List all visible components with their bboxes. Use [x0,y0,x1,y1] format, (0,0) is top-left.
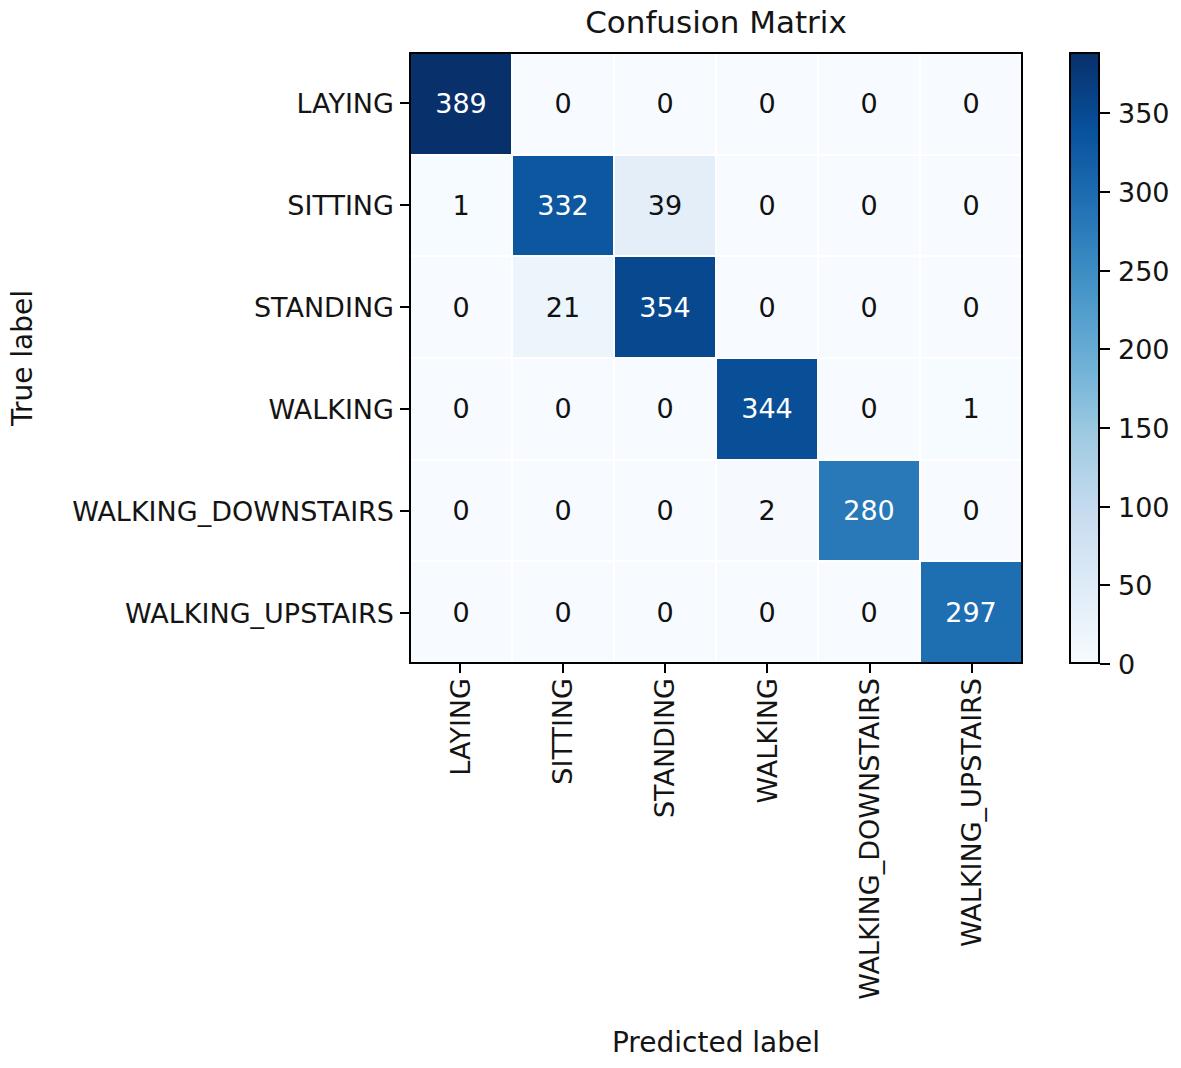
y-tick-label: SITTING [287,190,394,221]
colorbar-tick-mark [1100,584,1110,586]
colorbar-tick-mark [1100,506,1110,508]
chart-title: Confusion Matrix [409,2,1023,42]
matrix-cell: 39 [615,156,715,256]
matrix-cell: 0 [717,257,817,357]
matrix-cell: 0 [513,461,613,561]
x-tick-mark [766,664,768,673]
matrix-cell: 0 [513,359,613,459]
matrix-cell: 0 [411,257,511,357]
confusion-matrix-figure: Confusion Matrix True label 389000001332… [0,0,1181,1068]
colorbar-tick-mark [1100,348,1110,350]
matrix-cell: 1 [411,156,511,256]
x-tick-mark [562,664,564,673]
colorbar-gradient [1071,54,1098,662]
y-tick-label: WALKING [268,394,394,425]
colorbar-tick-label: 0 [1118,649,1135,680]
matrix-cell: 354 [615,257,715,357]
y-tick-label: WALKING_UPSTAIRS [125,598,394,629]
y-tick-label: STANDING [254,292,394,323]
matrix-cell: 389 [411,54,511,154]
matrix-cell: 0 [411,562,511,662]
matrix-cell: 297 [921,562,1021,662]
matrix-cell: 0 [921,54,1021,154]
colorbar-tick-mark [1100,191,1110,193]
colorbar-tick-mark [1100,663,1110,665]
colorbar-tick-mark [1100,270,1110,272]
y-tick-mark [400,204,409,206]
matrix-cell: 0 [819,257,919,357]
matrix-cell: 0 [717,54,817,154]
heatmap-grid: 3890000013323900002135400000034401000228… [409,52,1023,664]
colorbar-tick-label: 150 [1118,413,1170,444]
matrix-cell: 0 [411,461,511,561]
x-tick-label-text: SITTING [549,678,576,785]
matrix-cell: 332 [513,156,613,256]
y-tick-label: WALKING_DOWNSTAIRS [72,496,394,527]
matrix-cell: 0 [717,562,817,662]
y-tick-label: LAYING [296,88,394,119]
matrix-cell: 0 [513,54,613,154]
colorbar-tick-label: 200 [1118,334,1170,365]
colorbar-tick-label: 300 [1118,177,1170,208]
matrix-cell: 0 [819,54,919,154]
x-tick-label-text: WALKING_DOWNSTAIRS [856,678,883,1000]
matrix-cell: 1 [921,359,1021,459]
x-tick-label-text: WALKING [754,678,781,804]
x-axis-label: Predicted label [409,1026,1023,1059]
x-tick-mark [971,664,973,673]
y-tick-mark [400,408,409,410]
colorbar-tick-label: 350 [1118,98,1170,129]
colorbar-tick-mark [1100,427,1110,429]
colorbar [1069,52,1100,664]
x-tick-mark [869,664,871,673]
x-tick-label-text: WALKING_UPSTAIRS [958,678,985,947]
matrix-cell: 0 [615,461,715,561]
colorbar-tick-label: 50 [1118,570,1152,601]
x-tick-label-text: LAYING [447,678,474,776]
matrix-cell: 0 [819,156,919,256]
x-tick-label-text: STANDING [651,678,678,818]
matrix-cell: 0 [717,156,817,256]
colorbar-tick-mark [1100,112,1110,114]
matrix-cell: 0 [615,359,715,459]
y-tick-mark [400,612,409,614]
y-tick-mark [400,102,409,104]
matrix-cell: 280 [819,461,919,561]
matrix-cell: 0 [615,562,715,662]
matrix-cell: 21 [513,257,613,357]
matrix-cell: 0 [615,54,715,154]
colorbar-tick-label: 100 [1118,491,1170,522]
y-tick-mark [400,510,409,512]
matrix-cell: 0 [411,359,511,459]
matrix-cell: 344 [717,359,817,459]
colorbar-tick-label: 250 [1118,255,1170,286]
matrix-cell: 0 [819,562,919,662]
matrix-cell: 0 [819,359,919,459]
matrix-cell: 0 [513,562,613,662]
x-tick-mark [664,664,666,673]
matrix-cell: 2 [717,461,817,561]
x-tick-mark [459,664,461,673]
matrix-cell: 0 [921,461,1021,561]
matrix-cell: 0 [921,257,1021,357]
matrix-cell: 0 [921,156,1021,256]
y-axis-label: True label [6,290,39,426]
y-tick-mark [400,306,409,308]
